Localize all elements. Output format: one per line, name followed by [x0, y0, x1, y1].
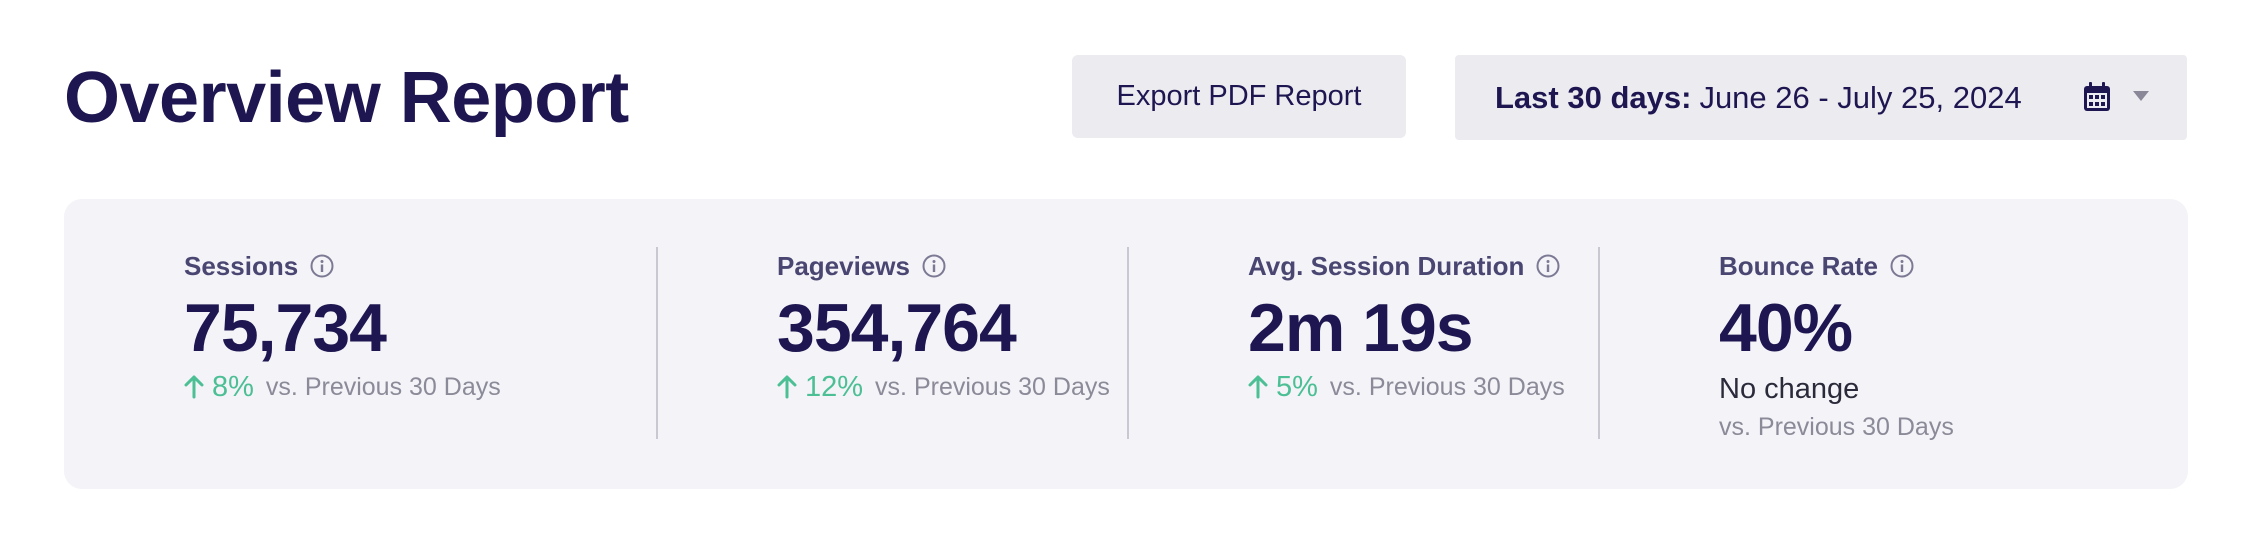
info-icon[interactable]	[1536, 254, 1560, 278]
metric-value: 75,734	[184, 290, 387, 366]
metric-avg-session-duration: Avg. Session Duration 2m 19s 5% vs. Prev…	[1248, 251, 1565, 405]
metric-pageviews: Pageviews 354,764 12% vs. Previous 30 Da…	[777, 251, 1110, 405]
metric-value: 2m 19s	[1248, 290, 1474, 366]
change-percent: 5%	[1276, 370, 1318, 403]
change-percent: 12%	[805, 370, 864, 403]
page-title: Overview Report	[64, 58, 629, 138]
metric-label: Pageviews	[777, 250, 910, 281]
metric-value: 40%	[1719, 290, 1853, 366]
arrow-up-icon	[777, 375, 797, 399]
comparison-text: vs. Previous 30 Days	[265, 372, 501, 401]
divider	[656, 247, 658, 439]
no-change-status: No change	[1719, 373, 1860, 405]
metric-bounce-rate: Bounce Rate 40% No change vs. Previous 3…	[1719, 251, 1954, 442]
comparison-text: vs. Previous 30 Days	[1719, 413, 1954, 441]
arrow-up-icon	[1248, 375, 1268, 399]
metric-sessions: Sessions 75,734 8% vs. Previous 30 Days	[184, 251, 501, 405]
metric-label: Sessions	[184, 250, 299, 281]
arrow-up-icon	[184, 375, 204, 399]
date-range-label: Last 30 days:	[1495, 79, 1692, 115]
info-icon[interactable]	[310, 254, 334, 278]
info-icon[interactable]	[922, 254, 946, 278]
calendar-icon	[2084, 82, 2110, 111]
date-range-value: June 26 - July 25, 2024	[1699, 79, 2022, 115]
metric-change: 5% vs. Previous 30 Days	[1248, 369, 1565, 405]
metric-change: 12% vs. Previous 30 Days	[777, 369, 1110, 405]
comparison-text: vs. Previous 30 Days	[875, 372, 1110, 401]
metric-change: 8% vs. Previous 30 Days	[184, 369, 501, 405]
metric-value: 354,764	[777, 290, 1017, 366]
metric-label: Avg. Session Duration	[1248, 250, 1525, 281]
info-icon[interactable]	[1890, 254, 1914, 278]
stats-card: Sessions 75,734 8% vs. Previous 30 Days …	[64, 199, 2188, 489]
chevron-down-icon	[2133, 91, 2149, 101]
comparison-text: vs. Previous 30 Days	[1329, 372, 1565, 401]
divider	[1127, 247, 1129, 439]
change-percent: 8%	[212, 370, 254, 403]
divider	[1598, 247, 1600, 439]
export-pdf-button[interactable]: Export PDF Report	[1072, 55, 1406, 138]
metric-label: Bounce Rate	[1719, 250, 1878, 281]
date-range-picker[interactable]: Last 30 days: June 26 - July 25, 2024	[1455, 55, 2187, 140]
